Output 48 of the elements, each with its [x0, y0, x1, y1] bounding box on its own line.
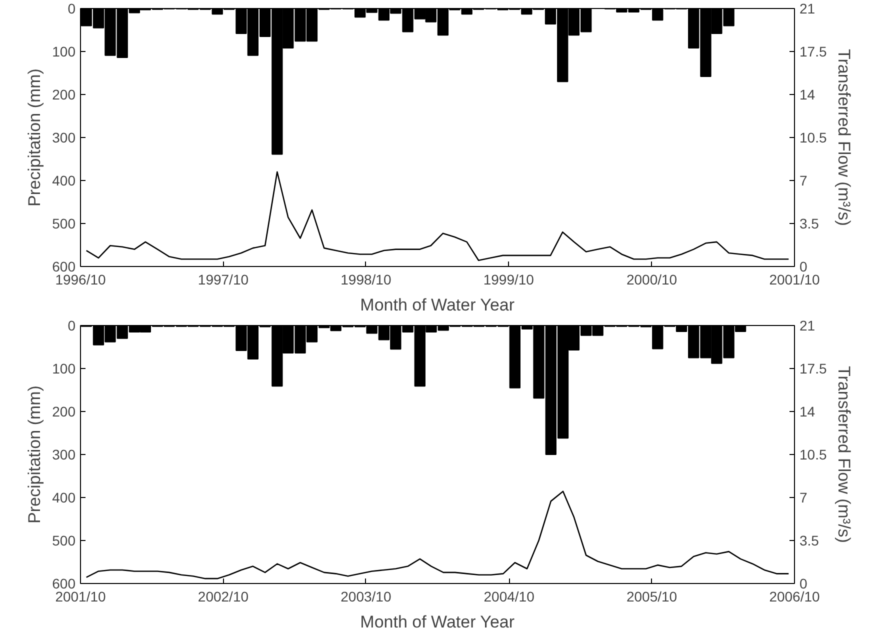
x-tick-label: 2001/10	[55, 588, 106, 604]
y-tick-label: 100	[52, 360, 76, 376]
x-tick-label: 1996/10	[55, 272, 106, 288]
x-tick-label: 2004/10	[484, 588, 535, 604]
line-series	[86, 490, 790, 580]
y2-tick-label: 17.5	[800, 360, 827, 376]
x-tick-label: 1997/10	[198, 272, 249, 288]
y2-tick-label: 17.5	[800, 44, 827, 60]
y-axis-title: Precipitation (mm)	[25, 386, 44, 524]
x-axis-title: Month of Water Year	[360, 612, 515, 632]
x-tick-label: 2005/10	[626, 588, 678, 604]
y2-tick-label: 0	[800, 258, 808, 274]
x-tick-label: 1999/10	[483, 272, 534, 288]
y2-tick-label: 14	[800, 86, 816, 102]
y2-tick-label: 21	[800, 318, 816, 334]
y-tick-label: 600	[52, 576, 76, 592]
x-tick-label: 2003/10	[340, 588, 392, 604]
y-tick-label: 100	[52, 44, 76, 60]
x-axis-title: Month of Water Year	[360, 296, 515, 314]
y2-tick-label: 10.5	[800, 446, 827, 462]
y-axis-title: Precipitation (mm)	[25, 68, 44, 206]
y2-axis-title: Transferred Flow (m³/s)	[834, 366, 854, 543]
y-tick-label: 400	[52, 172, 76, 188]
y2-tick-label: 0	[800, 576, 808, 592]
y2-tick-label: 10.5	[800, 130, 827, 146]
y-tick-label: 200	[52, 86, 76, 102]
y2-tick-label: 3.5	[800, 216, 820, 232]
y-tick-label: 500	[52, 216, 76, 232]
y-tick-label: 600	[52, 258, 76, 274]
y-tick-label: 400	[52, 490, 76, 506]
y-tick-label: 300	[52, 130, 76, 146]
x-tick-label: 2006/10	[769, 588, 820, 604]
y2-tick-label: 21	[800, 0, 816, 16]
y-tick-label: 300	[52, 446, 76, 462]
y2-tick-label: 14	[800, 404, 816, 420]
y2-axis-title: Transferred Flow (m³/s)	[834, 49, 854, 226]
x-tick-label: 2000/10	[626, 272, 678, 288]
line-series	[86, 171, 790, 262]
y-tick-label: 0	[68, 0, 76, 16]
y2-tick-label: 7	[800, 172, 808, 188]
x-tick-label: 2002/10	[198, 588, 249, 604]
y-tick-label: 0	[68, 318, 76, 334]
x-tick-label: 1998/10	[340, 272, 392, 288]
x-tick-label: 2001/10	[769, 272, 820, 288]
y-tick-label: 500	[52, 532, 76, 548]
y2-tick-label: 3.5	[800, 532, 820, 548]
y-tick-label: 200	[52, 404, 76, 420]
y2-tick-label: 7	[800, 490, 808, 506]
